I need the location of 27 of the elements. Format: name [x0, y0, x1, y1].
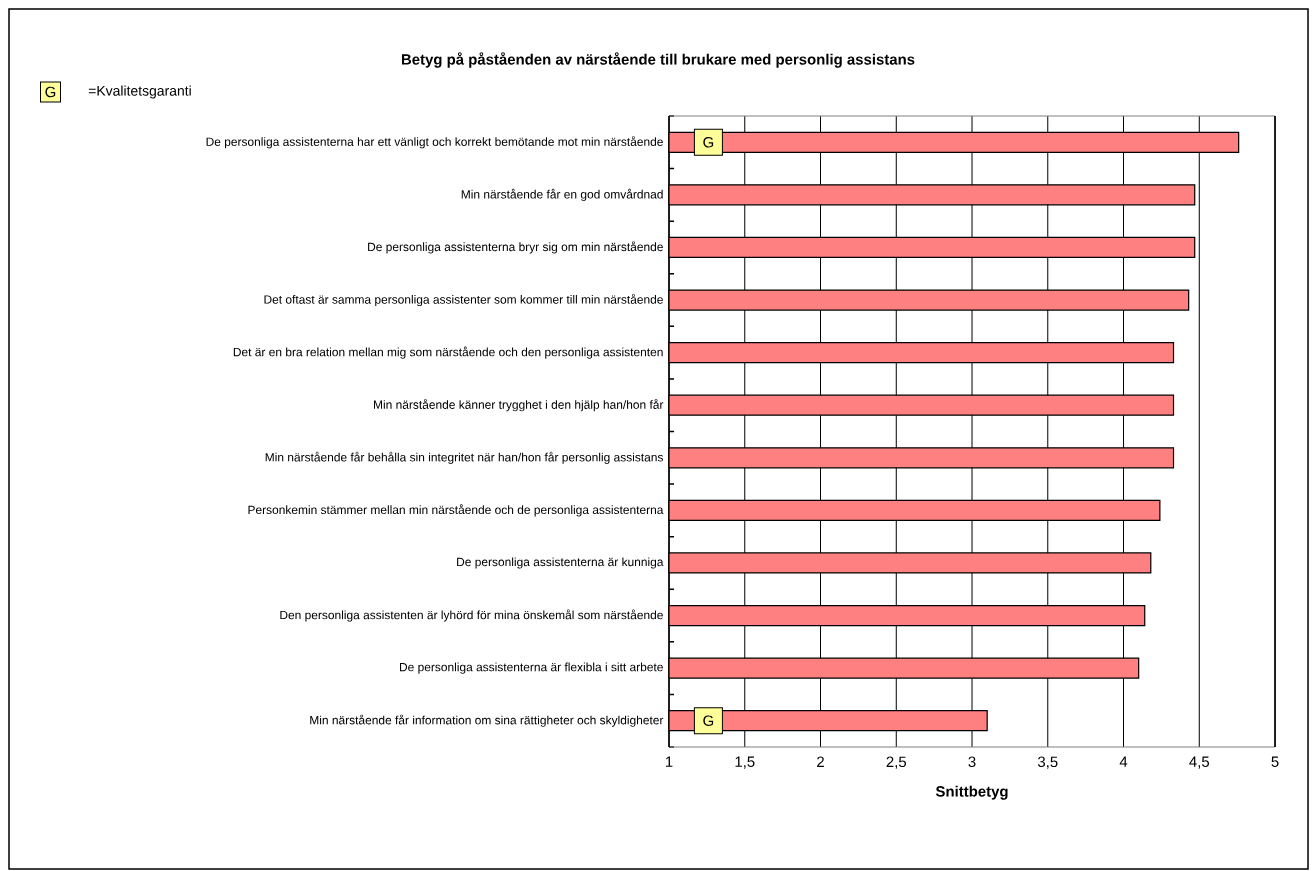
y-tick-label: Min närstående får information om sina rättigheter och skyldigheter — [310, 714, 664, 727]
y-tick-label: De personliga assistenterna bryr sig om min närstående — [368, 241, 663, 254]
y-tick-label: Det oftast är samma personliga assistenter som kommer till min närstående — [264, 293, 663, 307]
x-tick-label: 2,5 — [886, 756, 907, 769]
x-tick-label: 4,5 — [1189, 756, 1210, 769]
y-tick-label: De personliga assistenterna är flexibla i sitt arbete — [399, 662, 663, 674]
annotation: G — [703, 715, 714, 726]
y-tick-label: Den personliga assistenten är lyhörd för mina önskemål som närstående — [280, 609, 663, 622]
x-tick-label: 3 — [968, 756, 976, 768]
y-tick-label: Min närstående känner trygghet i den hjälp han/hon får — [374, 399, 664, 412]
y-tick-label: De personliga assistenterna är kunniga — [457, 557, 664, 569]
annotation: G — [703, 136, 714, 148]
y-tick-label: Personkemin stämmer mellan min närstående och de personliga assistenterna — [248, 504, 664, 517]
x-tick-label: 2 — [817, 756, 824, 767]
x-tick-label: 5 — [1271, 756, 1279, 767]
x-tick-label: 4 — [1119, 756, 1128, 767]
text: G — [45, 86, 56, 98]
chart-title: Betyg på påståenden av närstående till brukare med personlig assistans — [401, 52, 915, 68]
x-tick-label: 1 — [666, 756, 673, 767]
y-tick-label: Det är en bra relation mellan mig som närstående och den personliga assistenten — [233, 346, 663, 359]
x-tick-label: 3,5 — [1037, 756, 1058, 769]
y-tick-label: De personliga assistenterna har ett vänligt och korrekt bemötande mot min närstående — [206, 136, 663, 149]
text: =Kvalitetsgaranti — [88, 85, 191, 99]
y-tick-label: Min närstående får en god omvårdnad — [461, 188, 663, 201]
x-axis-title: Snittbetyg — [935, 785, 1008, 800]
x-tick-label: 1,5 — [735, 756, 755, 769]
y-tick-label: Min närstående får behålla sin integritet när han/hon får personlig assistans — [265, 451, 663, 464]
